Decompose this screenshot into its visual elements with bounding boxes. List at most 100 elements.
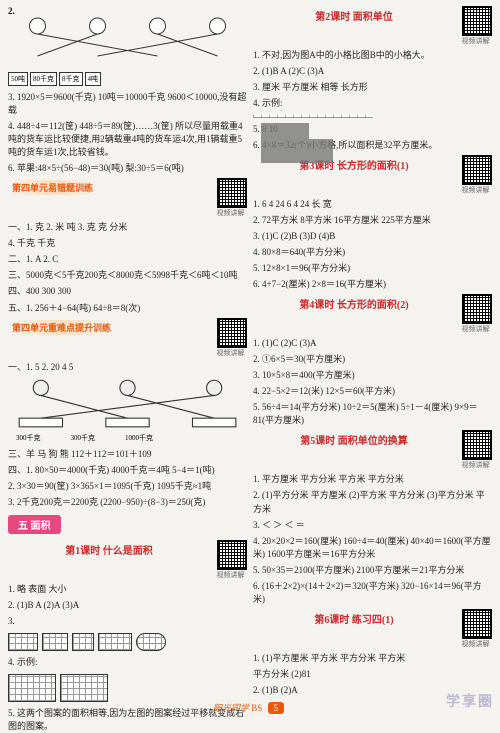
qr-wrap: 视频讲解 [459,155,492,195]
l1-2: 2. (1)B A (2)A (3)A [8,599,247,612]
grid-shape [136,633,166,651]
axis-label: 300千克 [16,433,41,443]
qr-icon [462,294,492,324]
l1-1: 1. 略 表面 大小 [8,583,247,596]
lesson2-header: 第2课时 面积单位 [253,8,455,23]
l6-1b: 平方分米 (2)81 [253,668,492,681]
weight-box: 50吨 [8,72,28,86]
l2-3: 3. 厘米 平方厘米 相等 长方形 [253,81,492,94]
qr-caption: 视频讲解 [459,185,492,195]
q2-diagram: 2. 50吨 80千克 8千克 4吨 [8,6,247,88]
l5-6: 6. (16＋2×2)×(14＋2×2)＝320(平方米) 320−16×14＝… [253,580,492,606]
l4-2: 2. ①6×5＝30(平方厘米) [253,353,492,366]
l4-1: 1. (1)C (2)C (3)A [253,337,492,350]
grid-shape [98,633,132,651]
qr-caption: 视频讲解 [214,208,247,218]
example-shapes [8,674,247,702]
l5-4: 4. 20×20×2＝160(厘米) 160÷4＝40(厘米) 40×40＝16… [253,535,492,561]
qr-wrap: 视频讲解 [214,318,247,358]
grid-shape [42,633,68,651]
lesson1-header: 第1课时 什么是面积 [8,542,210,557]
hard-l4: 四、1. 80×50＝4000(千克) 4000千克＝4吨 5−4＝1(吨) [8,464,247,477]
l4-4: 4. 22−5×2＝12(米) 12×5＝60(平方米) [253,385,492,398]
hard-l6: 3. 2千克200克＝2200克 (2200−950)÷(8−3)＝250(克) [8,496,247,509]
qr-icon [462,430,492,460]
qr-wrap: 视频讲解 [214,178,247,218]
l3-4: 4. 80×8＝640(平方分米) [253,246,492,259]
qr-wrap: 视频讲解 [459,430,492,470]
l4-5: 5. 56÷4＝14(平方分米) 10÷2＝5(厘米) 5÷1－4(厘米) 9×… [253,401,492,427]
qr-icon [462,609,492,639]
unit5-tab: 五 面积 [8,515,61,534]
grid-shape [60,674,108,702]
err-l3: 二、1. A 2. C [8,253,247,266]
q2-num: 2. [8,6,15,16]
l5-5: 5. 50×35＝2100(平方厘米) 2100平方厘米＝21平方分米 [253,564,492,577]
lesson4-header: 第4课时 长方形的面积(2) [253,296,455,311]
footer-brand: 阳光同学 [213,703,249,713]
crossing-svg [8,16,247,68]
l3-2: 2. 72平方米 8平方米 16平方厘米 225平方厘米 [253,214,492,227]
qr-wrap: 视频讲解 [459,6,492,46]
err-header: 第四单元易错题训练 [8,180,97,195]
qr-wrap: 视频讲解 [214,540,247,580]
qr-caption: 视频讲解 [214,570,247,580]
qr-icon [217,540,247,570]
err-l1: 一、1. 克 2. 米 吨 3. 克 克 分米 [8,221,247,234]
err-l5: 四、400 300 300 [8,285,247,298]
qr-icon [217,318,247,348]
l5-3: 3. ＜ ＞ ＜ ＝ [253,519,492,532]
l1-4: 4. 示例: [8,656,247,669]
l5-1: 1. 平方厘米 平方分米 平方米 平方分米 [253,473,492,486]
qr-wrap: 视频讲解 [459,294,492,334]
l3-5: 5. 12×8×1＝96(平方分米) [253,262,492,275]
qr-caption: 视频讲解 [459,324,492,334]
grid-shape [8,674,56,702]
l4-3: 3. 10×5×8＝400(平方厘米) [253,369,492,382]
watermark: 学享圈 [446,691,494,711]
qr-icon [462,6,492,36]
hard-header: 第四单元重难点提升训练 [8,320,115,335]
err-l4: 三、5000克＜5千克200克＜8000克＜5998千克＜6吨＜10吨 [8,269,247,282]
l2-1: 1. 不对,因为图A中的小格比图B中的小格大。 [253,49,492,62]
hard-l1: 一、1. 5 2. 20 4 5 [8,361,247,374]
err-l2: 4. 千克 千克 [8,237,247,250]
grid-shape [8,633,38,651]
qr-caption: 视频讲解 [459,639,492,649]
weight-box: 80千克 [30,72,57,86]
axis-labels: 300千克 300千克 1000千克 [8,433,247,443]
footer-page: 5 [268,702,285,714]
axis-label: 1000千克 [125,433,153,443]
q6-line: 6. 苹果:48×5÷(56−48)＝30(吨) 梨:30÷5＝6(吨) [8,162,247,175]
l1-3: 3. [8,615,247,628]
qr-caption: 视频讲解 [214,348,247,358]
balance-diagram: 300千克 300千克 1000千克 [8,377,247,445]
footer-code: BS [251,703,262,713]
l3-1: 1. 6 4 24 6 4 24 长 宽 [253,198,492,211]
l3-3: 3. (1)C (2)B (3)D (4)B [253,230,492,243]
l3-6: 6. 4+7−2(厘米) 2×8＝16(平方厘米) [253,278,492,291]
grid-example [253,115,373,118]
weight-boxes: 50吨 80千克 8千克 4吨 [8,72,247,86]
grid-shapes-row [8,633,247,651]
l6-1: 1. (1)平方厘米 平方米 平方分米 平方米 [253,652,492,665]
lesson5-header: 第5课时 面积单位的换算 [253,432,455,447]
weight-box: 4吨 [85,72,102,86]
qr-caption: 视频讲解 [459,36,492,46]
hard-l3: 三、羊 马 狗 熊 112＋112＝101＋109 [8,448,247,461]
q3-line: 3. 1920×5＝9600(千克) 10吨＝10000千克 9600＜1000… [8,91,247,117]
lesson6-header: 第6课时 练习四(1) [253,611,455,626]
qr-caption: 视频讲解 [459,460,492,470]
qr-icon [217,178,247,208]
hard-l5: 2. 3×30＝90(筐) 3×365×1＝1095(千克) 1095千克≈1吨 [8,480,247,493]
grid-shape [72,633,94,651]
axis-label: 300千克 [71,433,96,443]
page-footer: 阳光同学 BS 5 [0,701,500,714]
l2-2: 2. (1)B A (2)C (3)A [253,65,492,78]
weight-box: 8千克 [59,72,83,86]
l2-4: 4. 示例: [253,97,492,110]
err-l6: 五、1. 256＋4−64(吨) 64÷8＝8(次) [8,302,247,315]
l5-2: 2. (1)平方分米 平方厘米 (2)平方米 平方分米 (3)平方分米 平方米 [253,489,492,515]
q4-line: 4. 448÷4＝112(筐) 448÷5＝89(筐)……3(筐) 所以尽量用载… [8,120,247,159]
qr-icon [462,155,492,185]
